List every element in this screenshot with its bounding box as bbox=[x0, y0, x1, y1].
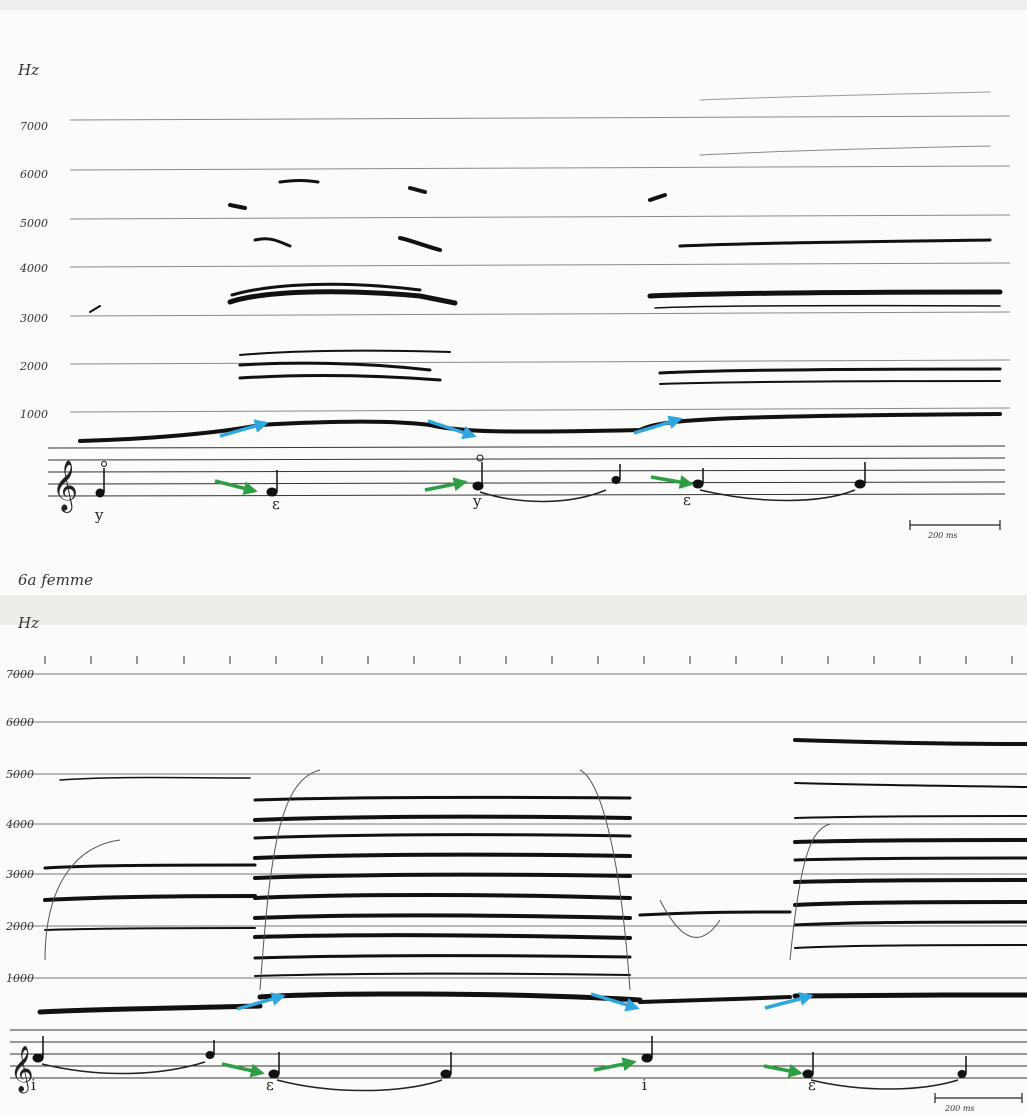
green-arrow-icon bbox=[424, 477, 468, 492]
panel-2-spectrogram: 6a femme Hz bbox=[0, 571, 1027, 1113]
treble-clef-icon: 𝄞 bbox=[10, 1046, 34, 1094]
note-change-arrows bbox=[221, 1057, 803, 1078]
blue-arrow-icon bbox=[633, 415, 683, 435]
freq-tick: 1000 bbox=[6, 972, 34, 985]
blue-arrow-icon bbox=[236, 992, 286, 1011]
freq-tick: 2000 bbox=[19, 360, 48, 373]
vowel-label: y bbox=[94, 506, 104, 524]
freq-tick: 3000 bbox=[20, 312, 48, 325]
green-arrow-icon bbox=[221, 1062, 265, 1078]
blue-arrow-icon bbox=[590, 992, 640, 1012]
freq-tick: 5000 bbox=[20, 217, 48, 230]
notes bbox=[32, 1036, 967, 1079]
frequency-tick-labels: 7000 6000 5000 4000 3000 2000 1000 bbox=[19, 120, 48, 421]
slurs bbox=[479, 489, 856, 503]
timing-ticks bbox=[44, 656, 1013, 664]
blue-arrow-icon bbox=[764, 992, 814, 1010]
music-staff bbox=[47, 445, 1006, 497]
green-arrow-icon bbox=[763, 1063, 803, 1078]
panel-1-spectrogram: Hz 7000 6000 5000 4000 3000 2000 1000 bbox=[0, 0, 1027, 540]
green-arrow-icon bbox=[593, 1057, 637, 1072]
scale-label: 200 ms bbox=[944, 1104, 975, 1113]
green-arrow-icon bbox=[214, 479, 258, 496]
frequency-gridlines bbox=[69, 115, 1011, 413]
vowel-label: ε bbox=[272, 495, 280, 513]
transition-curves bbox=[44, 769, 831, 991]
notes bbox=[95, 454, 866, 498]
vowel-label: i bbox=[31, 1076, 36, 1094]
blue-arrow-icon bbox=[427, 419, 477, 440]
vowel-label: y bbox=[472, 492, 482, 510]
slurs bbox=[41, 1061, 959, 1092]
time-scale-bar bbox=[934, 1093, 1023, 1103]
note-change-arrows bbox=[214, 475, 694, 496]
panel-title: 6a femme bbox=[18, 571, 93, 589]
time-scale-bar bbox=[909, 520, 1001, 530]
formant-traces bbox=[37, 738, 1027, 1015]
frequency-tick-labels: 7000 6000 5000 4000 3000 2000 1000 bbox=[5, 668, 34, 985]
freq-tick: 7000 bbox=[20, 120, 48, 133]
freq-tick: 5000 bbox=[6, 768, 34, 781]
vowel-label: ε bbox=[266, 1076, 274, 1094]
vowel-label: ε bbox=[683, 491, 691, 509]
freq-tick: 6000 bbox=[20, 168, 48, 181]
freq-tick: 4000 bbox=[19, 262, 48, 275]
blue-arrow-icon bbox=[219, 419, 269, 438]
frequency-gridlines bbox=[10, 673, 1027, 979]
f0-transition-arrows bbox=[236, 992, 814, 1012]
hz-axis-label: Hz bbox=[17, 61, 39, 79]
freq-tick: 2000 bbox=[5, 920, 34, 933]
hz-axis-label: Hz bbox=[17, 614, 39, 632]
freq-tick: 4000 bbox=[5, 818, 34, 831]
treble-clef-icon: 𝄞 bbox=[52, 460, 78, 513]
music-staff bbox=[10, 1029, 1027, 1079]
vowel-label: i bbox=[642, 1076, 647, 1094]
scale-label: 200 ms bbox=[927, 531, 958, 540]
f0-transition-arrows bbox=[219, 415, 683, 440]
freq-tick: 6000 bbox=[6, 716, 34, 729]
vowel-label: ε bbox=[808, 1076, 816, 1094]
green-arrow-icon bbox=[650, 475, 694, 489]
freq-tick: 7000 bbox=[6, 668, 34, 681]
freq-tick: 3000 bbox=[6, 868, 34, 881]
freq-tick: 1000 bbox=[20, 408, 48, 421]
